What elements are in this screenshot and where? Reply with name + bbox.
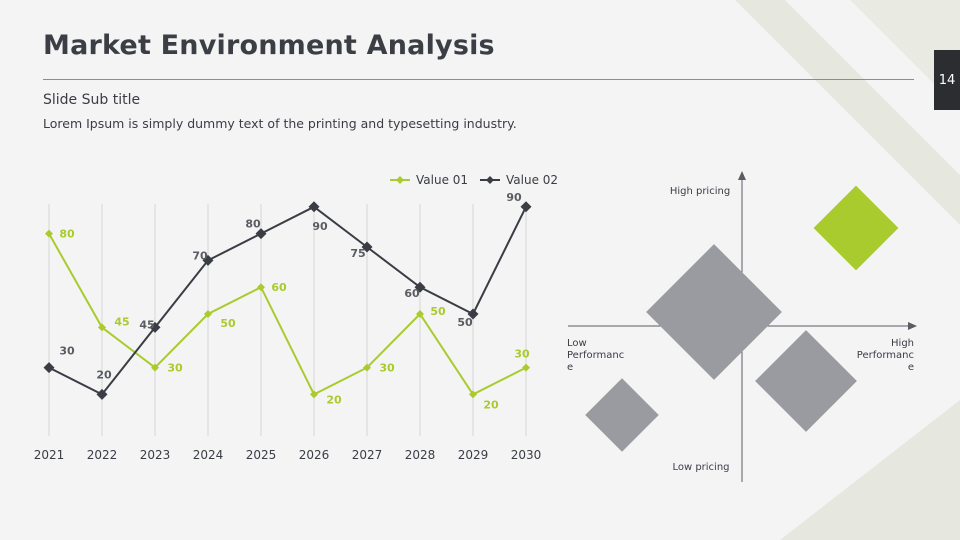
diamond-mid-gray [755, 330, 857, 432]
axis-label-right: High Performanc e [857, 338, 914, 373]
point-s1-2028 [416, 310, 424, 318]
x-tick-2028: 2028 [405, 448, 436, 462]
point-s1-2027 [363, 363, 371, 372]
decor-stripe-right [850, 0, 960, 110]
x-tick-2024: 2024 [193, 448, 224, 462]
point-s1-2030 [522, 363, 530, 372]
point-s1-2025 [257, 283, 265, 292]
data-label-s2-2029: 50 [457, 316, 473, 329]
data-label-s2-2026: 90 [312, 220, 328, 233]
x-tick-2022: 2022 [87, 448, 118, 462]
data-label-s1-2028: 50 [430, 305, 446, 318]
data-label-s1-2023: 30 [167, 362, 183, 375]
data-label-s1-2030: 30 [514, 348, 530, 361]
point-s2-2024 [202, 254, 214, 266]
x-tick-2026: 2026 [299, 448, 330, 462]
data-label-s2-2023: 45 [139, 318, 154, 331]
x-tick-2021: 2021 [34, 448, 65, 462]
x-tick-2030: 2030 [511, 448, 542, 462]
chart-grid [48, 204, 527, 436]
axis-label-left: Low Performanc e [567, 338, 624, 373]
point-s2-2026 [308, 201, 320, 213]
point-s2-2023 [149, 321, 161, 333]
legend-label-1: Value 01 [416, 173, 468, 187]
diamond-small-gray [585, 378, 659, 452]
data-label-s2-2028: 60 [404, 287, 420, 300]
point-s2-2029 [467, 308, 479, 320]
point-s1-2022 [98, 323, 106, 332]
data-label-s1-2022: 45 [114, 315, 129, 328]
x-tick-2023: 2023 [140, 448, 171, 462]
chart-data-labels: 80 45 30 50 60 20 30 50 20 30 30 20 45 70 80 90 75 60 50 90 [59, 191, 530, 412]
data-label-s2-2021: 30 [59, 345, 75, 358]
slide-subtitle: Slide Sub title [43, 92, 141, 108]
chart-series-layer [43, 201, 532, 400]
point-s1-2029 [469, 390, 477, 399]
data-label-s1-2029: 20 [483, 398, 499, 411]
decor-stripe-bottom [780, 400, 960, 540]
chart-legend: Value 01 Value 02 [390, 173, 558, 187]
data-label-s1-2021: 80 [59, 228, 75, 241]
point-s1-2024 [204, 310, 212, 318]
page-number: 14 [934, 50, 960, 110]
point-s2-2030 [520, 201, 532, 213]
point-s2-2025 [255, 228, 267, 240]
series-line-1 [48, 233, 527, 396]
title-divider [43, 79, 914, 80]
data-label-s2-2024: 70 [192, 249, 208, 262]
x-tick-2029: 2029 [458, 448, 489, 462]
series-line-2 [48, 205, 527, 396]
data-label-s1-2024: 50 [220, 317, 236, 330]
point-s2-2021 [43, 362, 55, 374]
data-label-s1-2025: 60 [271, 281, 287, 294]
legend-label-2: Value 02 [506, 173, 558, 187]
data-label-s2-2025: 80 [245, 218, 261, 231]
chart-x-ticks: 2021 2022 2023 2024 2025 2026 2027 2028 2029 2030 [34, 448, 542, 462]
point-s1-2021 [45, 229, 53, 238]
point-s2-2028 [414, 281, 426, 293]
data-label-s1-2027: 30 [379, 362, 395, 375]
point-s2-2027 [361, 241, 373, 253]
data-label-s2-2022: 20 [96, 368, 112, 381]
legend-marker-2 [486, 176, 494, 184]
point-s1-2026 [310, 390, 318, 399]
diamond-green [813, 185, 899, 271]
point-s1-2023 [151, 363, 159, 372]
legend-marker-1 [396, 176, 404, 184]
vertical-axis-arrow [738, 171, 746, 180]
axis-label-bottom: Low pricing [672, 462, 729, 473]
diamond-large-gray [646, 244, 782, 380]
slide-title: Market Environment Analysis [43, 30, 495, 61]
decor-stripe-top [735, 0, 960, 225]
horizontal-axis-arrow [908, 322, 917, 330]
x-tick-2027: 2027 [352, 448, 383, 462]
data-label-s2-2027: 75 [350, 247, 365, 260]
point-s2-2022 [96, 388, 108, 400]
data-label-s2-2030: 90 [506, 191, 522, 204]
data-label-s1-2026: 20 [326, 393, 342, 406]
x-tick-2025: 2025 [246, 448, 277, 462]
slide-description: Lorem Ipsum is simply dummy text of the … [43, 116, 517, 131]
axis-label-top: High pricing [670, 186, 730, 197]
